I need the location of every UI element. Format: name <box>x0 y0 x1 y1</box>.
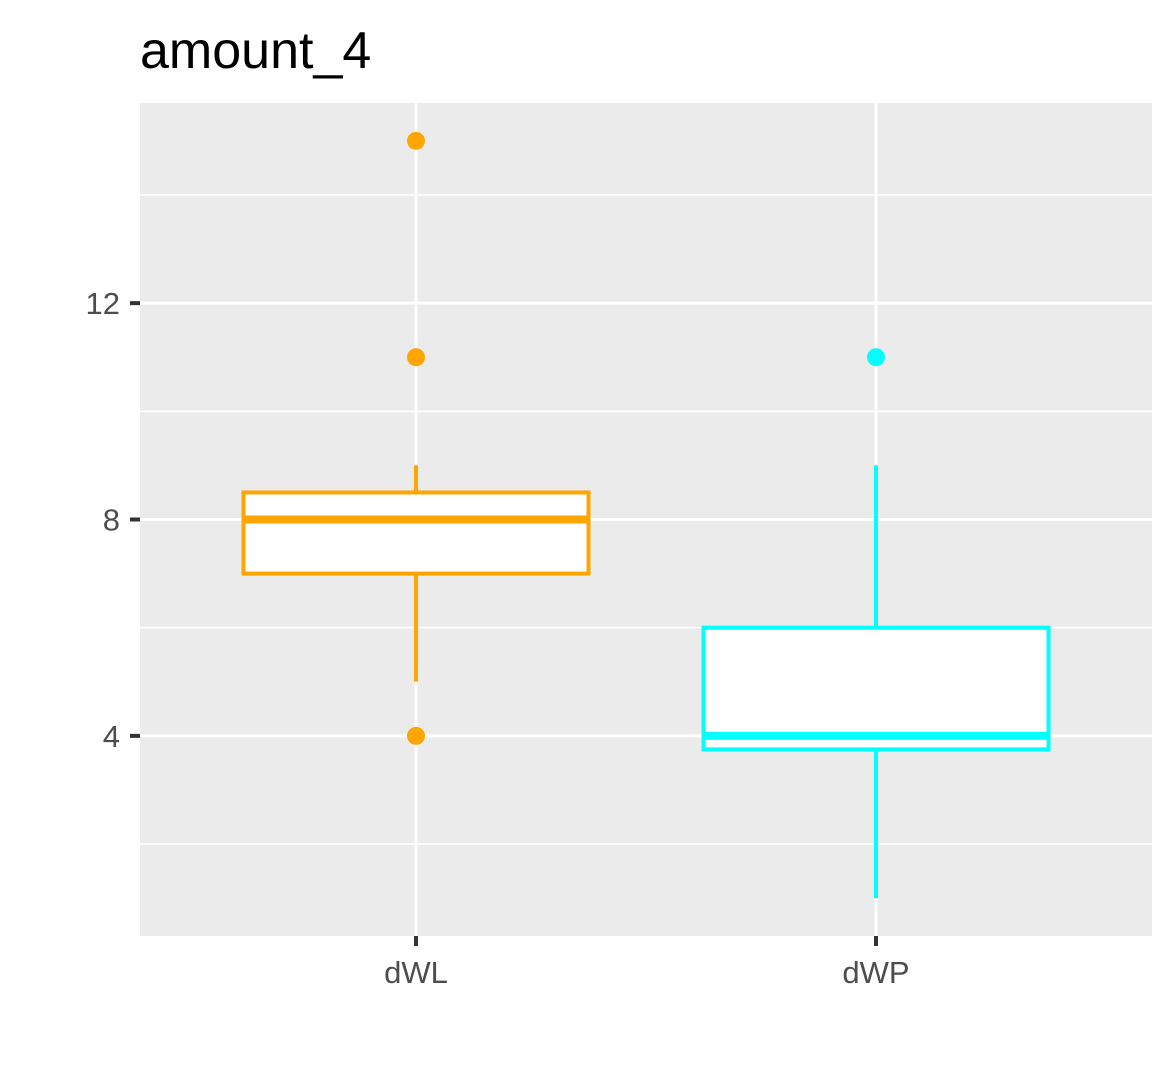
chart-title: amount_4 <box>140 22 371 80</box>
y-tick-label: 8 <box>103 503 120 538</box>
outlier-point <box>407 726 425 745</box>
box-layer <box>241 131 1051 899</box>
y-tick-label: 12 <box>86 286 120 321</box>
outlier-point <box>407 348 425 367</box>
box-iqr <box>241 490 591 576</box>
box-iqr <box>701 625 1051 752</box>
x-tick-label: dWL <box>384 955 448 990</box>
x-tick-label: dWP <box>842 955 909 990</box>
y-tick-label: 4 <box>103 719 120 754</box>
outlier-point <box>407 131 425 150</box>
outlier-point <box>867 348 885 367</box>
axes: 4 8 12 dWL dWP <box>86 286 910 990</box>
